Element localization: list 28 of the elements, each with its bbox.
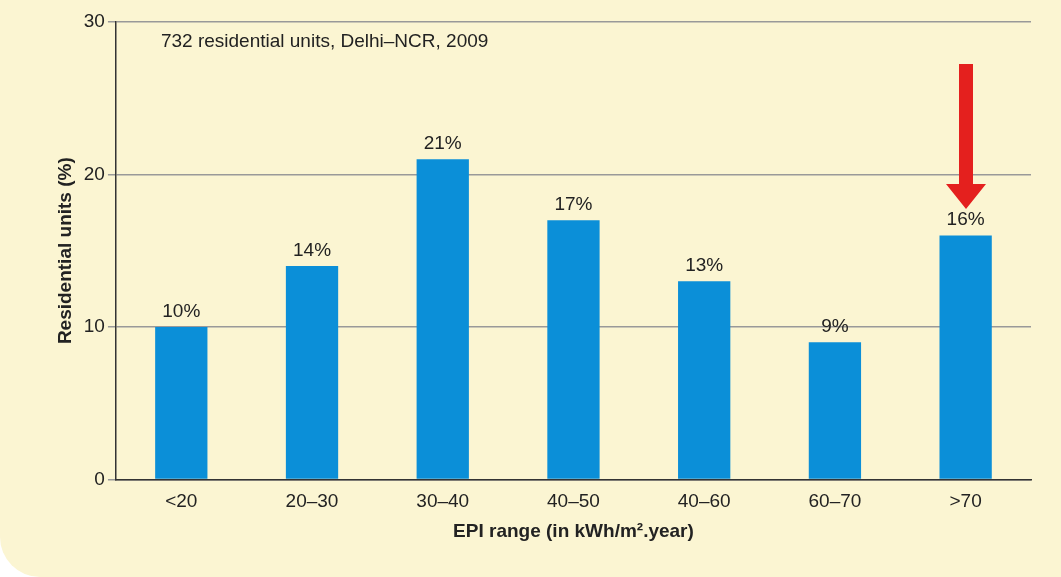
x-tick-label: 20–30 bbox=[285, 490, 339, 512]
bar bbox=[155, 326, 208, 479]
x-tick-label: >70 bbox=[949, 490, 982, 512]
x-tick-label: 60–70 bbox=[808, 490, 862, 512]
data-label: 10% bbox=[162, 299, 201, 321]
data-label: 14% bbox=[293, 238, 332, 260]
y-tick-label: 0 bbox=[94, 467, 105, 489]
x-tick-label: <20 bbox=[165, 490, 198, 512]
x-axis-title: EPI range (in kWh/m².year) bbox=[453, 519, 694, 541]
annotation: 732 residential units, Delhi–NCR, 2009 bbox=[160, 29, 489, 51]
x-tick-label: 40–60 bbox=[677, 490, 731, 512]
y-tick-label: 10 bbox=[83, 315, 105, 337]
bar bbox=[285, 265, 339, 479]
data-label: 21% bbox=[423, 131, 462, 153]
data-label: 13% bbox=[685, 253, 724, 275]
bar bbox=[678, 281, 731, 479]
data-label: 16% bbox=[946, 208, 985, 230]
data-label: 17% bbox=[554, 192, 593, 214]
bar bbox=[416, 159, 469, 479]
data-label: 9% bbox=[821, 314, 849, 336]
bar bbox=[939, 235, 992, 479]
y-tick-label: 30 bbox=[83, 10, 105, 32]
bar bbox=[547, 220, 600, 479]
y-axis-title: Residential units (%) bbox=[53, 157, 75, 345]
x-tick-label: 30–40 bbox=[416, 490, 470, 512]
y-tick-label: 20 bbox=[83, 162, 105, 184]
x-tick-label: 40–50 bbox=[547, 490, 600, 512]
bar bbox=[808, 342, 862, 479]
